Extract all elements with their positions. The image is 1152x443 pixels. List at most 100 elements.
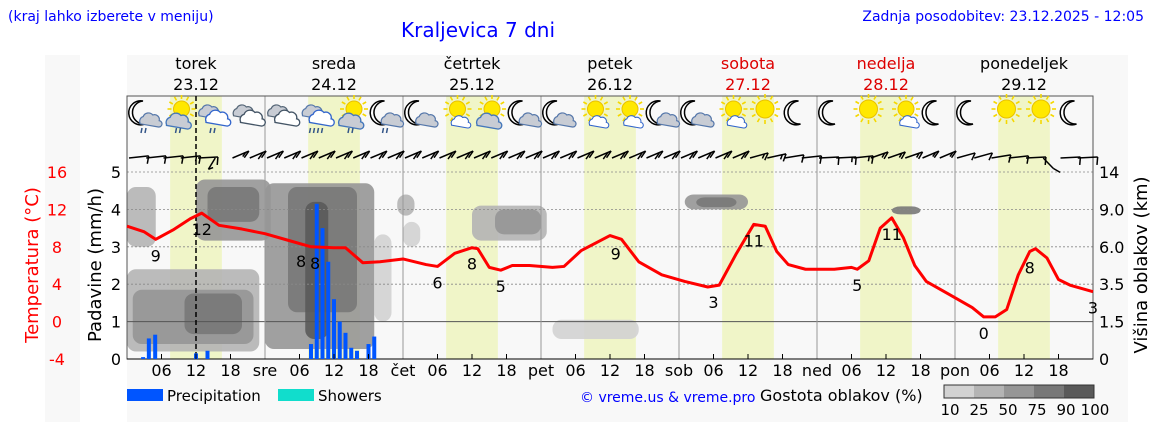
- wind-shaft: [456, 150, 474, 159]
- wind-barb: [197, 156, 219, 165]
- moon-rain-icon: [128, 100, 163, 134]
- sun-ray: [725, 96, 730, 101]
- wind-barb-tick: [329, 150, 336, 159]
- colorbar-segment: [944, 385, 974, 398]
- copyright-link[interactable]: © vreme.us & vreme.pro: [580, 390, 755, 406]
- wind-barb-tick: [915, 152, 920, 158]
- wind-barb-tick: [898, 152, 903, 158]
- wind-shaft: [490, 150, 508, 159]
- wind-barb-tick: [398, 150, 405, 159]
- wind-barb: [732, 150, 750, 160]
- wind-barb-tick: [499, 152, 505, 160]
- precip-tick: 2: [111, 275, 121, 294]
- wind-barb-tick: [208, 166, 214, 170]
- wind-barb-tick: [692, 150, 698, 159]
- wind-shaft: [577, 150, 595, 159]
- x-tick-hour: 18: [220, 361, 240, 380]
- axis-gap: [80, 55, 127, 422]
- wind-barb: [991, 154, 1012, 163]
- day-date: 28.12: [863, 75, 909, 94]
- x-tick-hour: 12: [600, 361, 620, 380]
- moon-shape: [818, 100, 836, 126]
- temperature-axis-title: Temperatura (°C): [22, 187, 43, 344]
- sun-ray: [444, 101, 450, 105]
- sun-ray: [914, 101, 919, 105]
- wind-barb: [577, 150, 595, 160]
- cloud-shape: [273, 109, 301, 127]
- wind-shaft: [370, 150, 388, 159]
- moon-icon: [1059, 100, 1077, 126]
- wind-shaft: [542, 150, 560, 159]
- sun-disc: [621, 100, 639, 118]
- daylight-band: [998, 96, 1050, 359]
- wind-barb-tick: [550, 152, 557, 160]
- x-tick-day: pon: [940, 361, 970, 380]
- sun-ray: [860, 95, 864, 100]
- temperature-label: 0: [979, 324, 989, 343]
- sun-ray: [173, 96, 178, 101]
- precipitation-axis-title: Padavine (mm/h): [85, 188, 106, 342]
- wind-barb-tick: [194, 156, 198, 162]
- sun-smallcloud-icon: [719, 95, 748, 129]
- moon-icon: [956, 100, 974, 126]
- sun-ray: [756, 95, 761, 100]
- sun-ray: [751, 100, 756, 105]
- sun-ray: [756, 118, 761, 123]
- x-tick-hour: 18: [358, 361, 378, 380]
- page-title: Kraljevica 7 dni: [401, 18, 555, 42]
- cloud-patch: [127, 186, 156, 247]
- sun-ray: [362, 101, 367, 105]
- wind-barb-tick: [867, 156, 870, 162]
- sun-ray: [769, 95, 774, 100]
- sun-ray: [1027, 113, 1032, 118]
- wind-shaft: [767, 153, 787, 159]
- sun-smallcloud-icon: [581, 95, 610, 129]
- sun-ray: [358, 96, 362, 101]
- sun-ray: [465, 101, 471, 105]
- x-tick-hour: 06: [703, 361, 723, 380]
- sun-ray: [189, 113, 195, 117]
- sun-ray: [769, 118, 774, 123]
- wind-barb: [352, 150, 371, 160]
- rain-drop: [140, 127, 143, 134]
- wind-barb-tick: [688, 152, 695, 160]
- wind-shaft: [887, 151, 906, 159]
- day-name: ponedeljek: [980, 54, 1069, 73]
- wind-barb-tick: [881, 152, 886, 158]
- wind-shaft: [853, 155, 874, 159]
- cloud-height-axis-title: Višina oblakov (km): [1131, 176, 1152, 353]
- sun-ray: [479, 101, 484, 105]
- wind-barb-tick: [637, 152, 643, 160]
- sun-ray: [725, 117, 730, 122]
- wind-barb-tick: [257, 152, 264, 160]
- sun-ray: [720, 113, 726, 117]
- sun-ray: [774, 100, 779, 105]
- wind-barb-tick: [602, 152, 609, 160]
- wind-barb-tick: [657, 150, 664, 159]
- sun-ray: [1045, 118, 1050, 123]
- sun-ray: [496, 96, 500, 101]
- sun-ray: [582, 101, 588, 105]
- wind-barb-tick: [447, 152, 454, 160]
- daylight-band: [860, 96, 912, 359]
- cloud-patch: [891, 206, 921, 215]
- rain-drop: [144, 127, 147, 134]
- wind-barb-tick: [949, 152, 954, 158]
- precipitation-bar: [372, 336, 377, 359]
- sun-ray: [449, 117, 454, 122]
- wind-barb-tick: [619, 152, 626, 160]
- wind-barbs: [128, 150, 1099, 174]
- wind-barb-tick: [883, 151, 889, 160]
- sun-ray: [484, 96, 488, 101]
- menu-hint[interactable]: (kraj lahko izberete v meniju): [8, 9, 214, 25]
- wind-shaft: [663, 150, 681, 159]
- rain-drop: [174, 127, 178, 134]
- colorbar-label: 75: [1027, 401, 1046, 419]
- wind-shaft: [628, 150, 646, 159]
- moon-icon: [818, 100, 836, 126]
- sun-disc: [997, 99, 1016, 119]
- x-tick-hour: 12: [738, 361, 758, 380]
- wind-barb: [525, 150, 543, 160]
